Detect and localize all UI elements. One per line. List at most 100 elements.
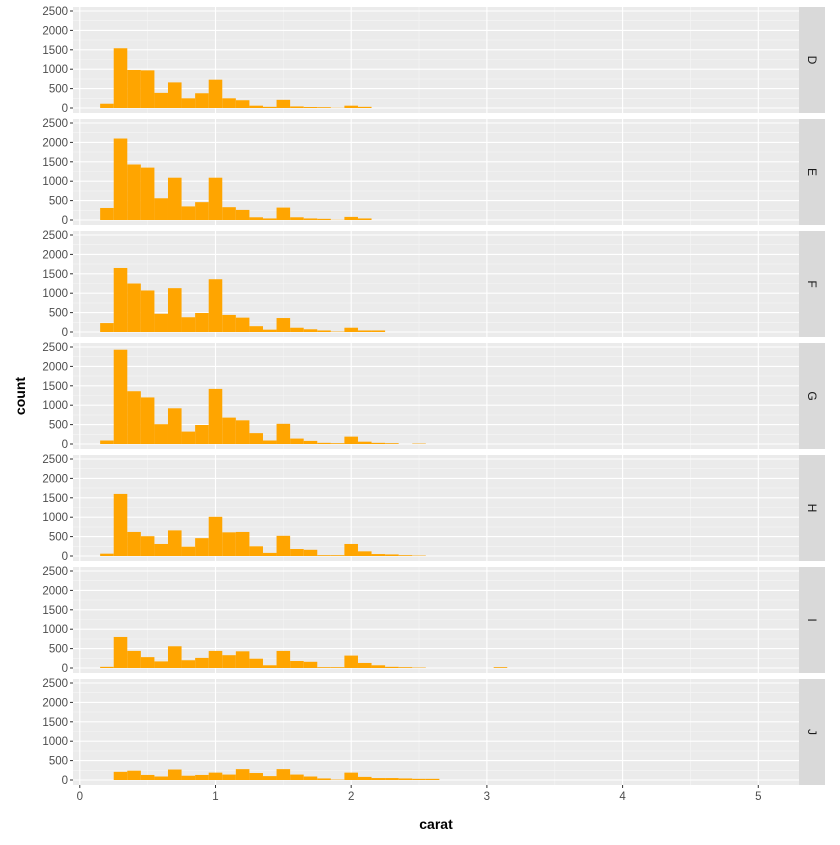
histogram-bar	[209, 279, 223, 332]
histogram-bar	[182, 206, 196, 220]
y-tick-label: 0	[62, 663, 68, 675]
histogram-bar	[114, 268, 128, 332]
histogram-bar	[385, 443, 399, 444]
y-tick-label: 2000	[42, 361, 68, 373]
histogram-bar	[277, 100, 291, 108]
x-tick-label: 3	[484, 791, 490, 803]
histogram-bar	[344, 217, 358, 220]
histogram-bar	[222, 98, 236, 108]
histogram-bar	[100, 667, 114, 668]
histogram-bar	[114, 139, 128, 220]
y-tick-label: 1000	[42, 624, 68, 636]
histogram-bar	[317, 443, 331, 444]
histogram-bar	[195, 202, 209, 220]
histogram-bar	[304, 218, 318, 220]
y-tick-label: 2500	[42, 118, 68, 130]
histogram-bar	[317, 667, 331, 668]
histogram-bar	[277, 536, 291, 556]
histogram-bar	[127, 391, 141, 444]
histogram-bar	[182, 317, 196, 332]
histogram-bar	[182, 547, 196, 556]
y-tick-label: 0	[62, 775, 68, 787]
histogram-bar	[344, 544, 358, 556]
histogram-bar	[277, 424, 291, 444]
y-tick-label: 1500	[42, 493, 68, 505]
histogram-bar	[168, 530, 182, 556]
histogram-bar	[168, 178, 182, 220]
histogram-bar	[182, 660, 196, 668]
facet-strip-label: J	[805, 729, 819, 735]
y-tick-label: 500	[49, 644, 68, 656]
histogram-bar	[304, 550, 318, 556]
histogram-bar	[290, 775, 304, 780]
histogram-bar	[317, 330, 331, 332]
histogram-bar	[399, 555, 413, 556]
histogram-bar	[263, 330, 277, 332]
histogram-bar	[290, 439, 304, 444]
histogram-bar	[358, 551, 372, 556]
histogram-bar	[263, 776, 277, 780]
histogram-bar	[195, 538, 209, 556]
facet-strip-label: I	[805, 618, 819, 621]
facet-strip-label: E	[805, 168, 819, 176]
histogram-bar	[209, 178, 223, 220]
histogram-bar	[344, 106, 358, 108]
y-tick-label: 1000	[42, 400, 68, 412]
histogram-bar	[304, 662, 318, 668]
histogram-bar	[344, 773, 358, 780]
histogram-bar	[372, 554, 386, 556]
y-tick-label: 2000	[42, 249, 68, 261]
y-tick-label: 0	[62, 551, 68, 563]
histogram-bar	[277, 769, 291, 780]
histogram-bar	[114, 350, 128, 444]
histogram-bar	[127, 284, 141, 333]
histogram-bar	[154, 198, 168, 220]
x-tick-label: 2	[348, 791, 354, 803]
histogram-bar	[154, 424, 168, 444]
histogram-bar	[317, 778, 331, 780]
histogram-bar	[317, 107, 331, 108]
histogram-bar	[141, 536, 155, 556]
panel-background	[73, 679, 799, 785]
y-tick-label: 1500	[42, 157, 68, 169]
histogram-bar	[372, 443, 386, 444]
y-tick-label: 2000	[42, 137, 68, 149]
histogram-bar	[358, 107, 372, 108]
y-tick-label: 1000	[42, 176, 68, 188]
facet-strip-label: D	[805, 56, 819, 65]
histogram-bar	[127, 532, 141, 556]
histogram-bar	[127, 651, 141, 668]
histogram-bar	[195, 775, 209, 780]
histogram-bar	[127, 70, 141, 108]
histogram-bar	[222, 655, 236, 668]
histogram-bar	[249, 326, 263, 332]
histogram-bar	[222, 315, 236, 332]
histogram-bar	[236, 532, 250, 556]
histogram-bar	[399, 667, 413, 668]
histogram-bar	[385, 554, 399, 556]
panel-background	[73, 7, 799, 113]
x-axis-title: carat	[419, 816, 453, 832]
histogram-bar	[358, 330, 372, 332]
histogram-bar	[344, 437, 358, 444]
histogram-bar	[222, 532, 236, 556]
y-tick-label: 500	[49, 532, 68, 544]
y-tick-label: 1000	[42, 64, 68, 76]
y-tick-label: 0	[62, 103, 68, 115]
histogram-bar	[154, 544, 168, 556]
histogram-bar	[249, 106, 263, 108]
histogram-bar	[236, 651, 250, 668]
histogram-bar	[127, 771, 141, 780]
x-tick-label: 0	[77, 791, 83, 803]
histogram-bar	[249, 217, 263, 220]
y-tick-label: 2500	[42, 230, 68, 242]
y-axis-title: count	[12, 377, 28, 415]
histogram-bar	[263, 218, 277, 220]
histogram-bar	[344, 328, 358, 332]
histogram-bar	[114, 772, 128, 780]
histogram-bar	[209, 651, 223, 668]
